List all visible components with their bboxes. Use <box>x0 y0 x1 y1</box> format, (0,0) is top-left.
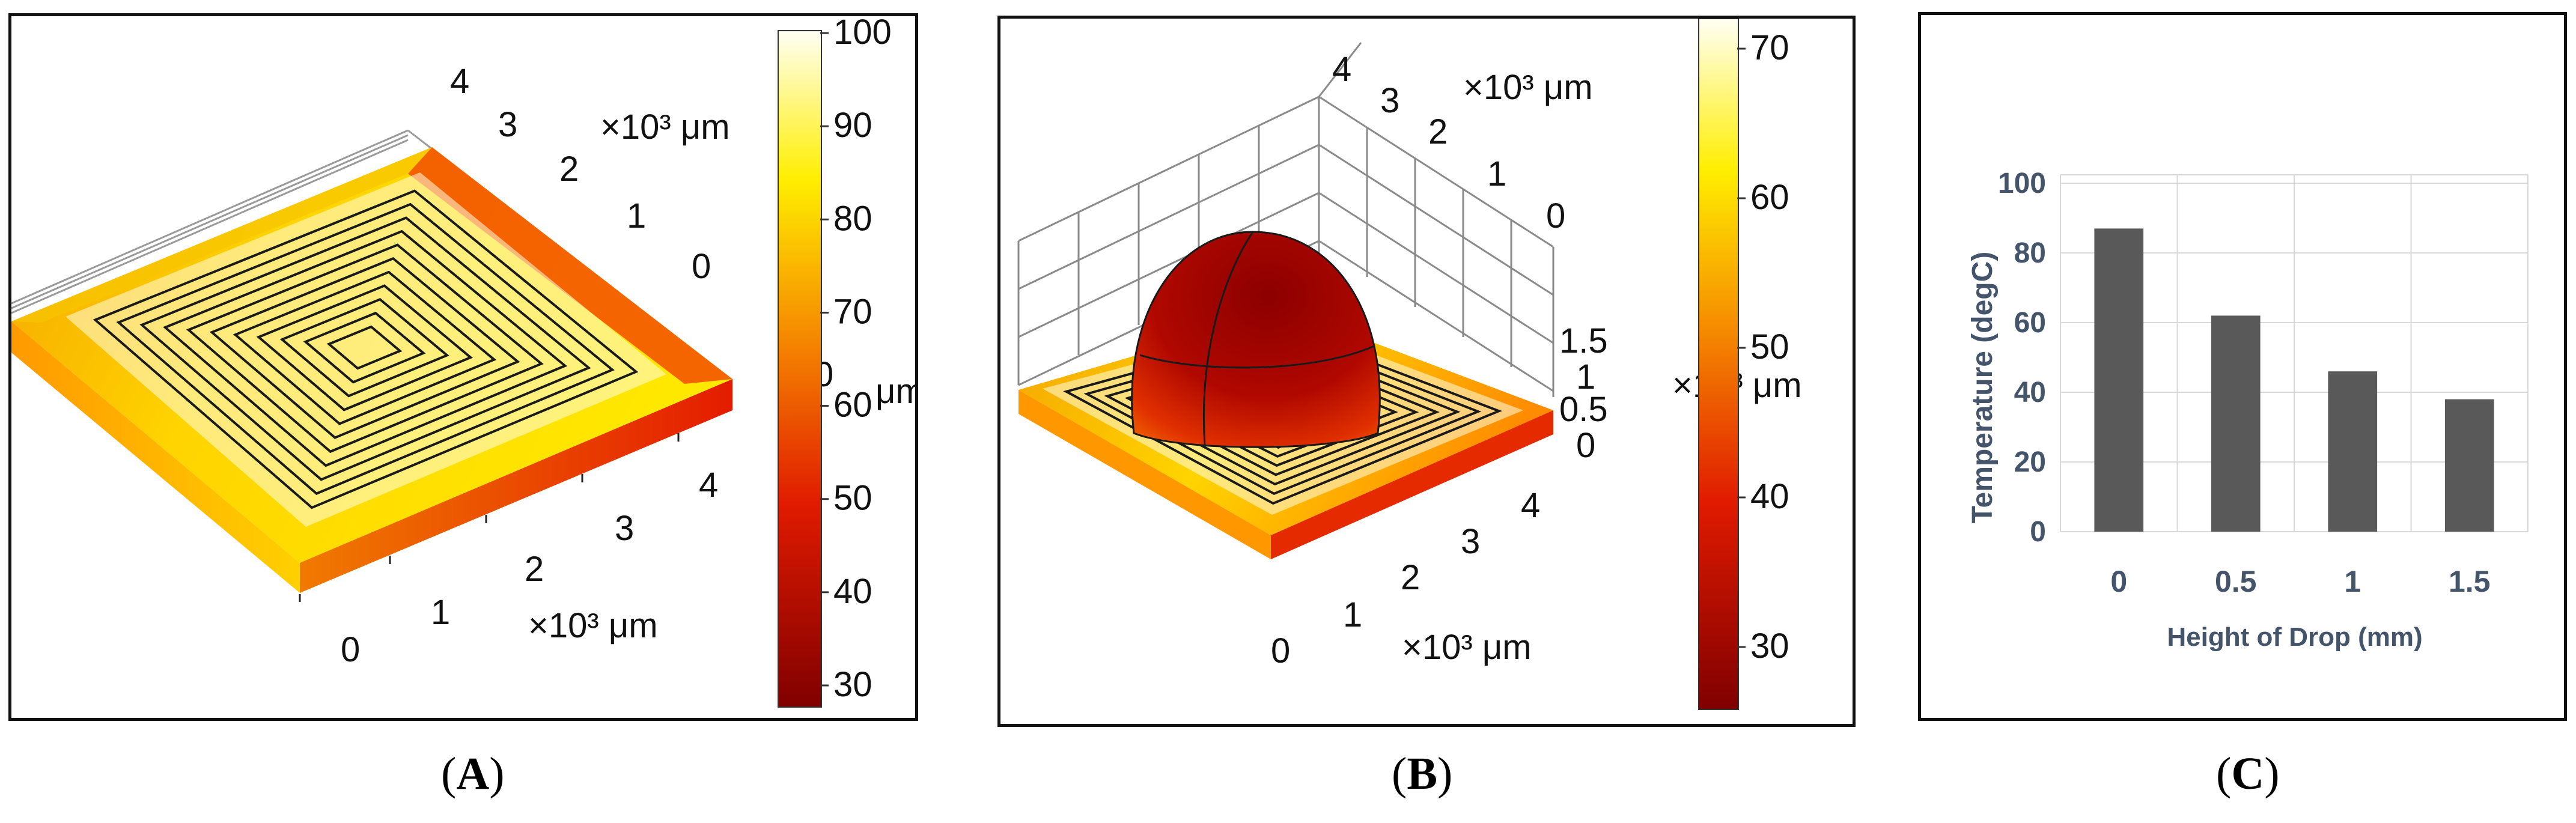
colorbar-tick-label: 70 <box>1750 28 1789 67</box>
y-tick-label: 100 <box>1998 168 2046 199</box>
colorbar-tick-label: 60 <box>833 386 872 425</box>
coil-turn <box>303 311 426 384</box>
panel-b-top-tick: 4 <box>1332 50 1351 89</box>
panel-a-colorbar <box>778 30 822 708</box>
bar-chart-y-axis-label: Temperature (degC) <box>1967 252 1999 524</box>
coil-turn <box>116 202 615 495</box>
y-tick-label: 40 <box>2014 377 2046 408</box>
panel-b-z-tick: 1 <box>1576 357 1595 396</box>
coil-turn <box>186 243 544 454</box>
panel-b-colorbar <box>1698 19 1739 710</box>
bar <box>2444 399 2494 532</box>
y-tick-label: 0 <box>2030 516 2046 548</box>
panel-b-z-tick: 0 <box>1576 426 1595 465</box>
coil-turn <box>93 189 639 509</box>
panel-b-colorbar-ticks: 70 60 50 40 30 <box>1737 28 1789 666</box>
bar-chart-y-ticks: 0 20 40 60 80 100 <box>1998 168 2046 548</box>
panel-b-bottom-axis-unit: ×10³ μm <box>1402 628 1532 667</box>
panel-a-coil <box>93 189 639 509</box>
colorbar-tick-label: 80 <box>833 199 872 238</box>
coil-turn <box>209 257 520 439</box>
colorbar-tick-label: 60 <box>1750 178 1789 217</box>
panel-a-heatmap: 4 3 2 1 0 ×10³ μm 0 1 2 3 4 ×10³ μm 0 μm… <box>8 13 918 721</box>
panel-a-top-axis-unit: ×10³ μm <box>600 108 730 147</box>
caption-c: (C) <box>2216 749 2280 799</box>
colorbar-tick-label: 40 <box>1750 477 1789 516</box>
panel-b-bottom-tick: 3 <box>1461 522 1480 561</box>
bar-chart-x-axis-label: Height of Drop (mm) <box>2167 622 2422 652</box>
caption-c-letter: C <box>2231 749 2265 799</box>
panel-b-bottom-tick: 4 <box>1521 486 1540 525</box>
panel-b-bottom-tick: 0 <box>1271 631 1290 670</box>
colorbar-tick-label: 100 <box>833 16 892 52</box>
panel-a-colorbar-ticks: 100 90 80 70 60 50 40 30 <box>820 16 892 704</box>
panel-a-top-tick: 1 <box>627 196 646 235</box>
x-tick-label: 0.5 <box>2215 565 2257 598</box>
bar-chart-x-ticks: 0 0.5 1 1.5 <box>2110 565 2490 598</box>
panel-b-droplet-dome <box>1131 231 1381 448</box>
coil-turn <box>326 325 403 370</box>
bar <box>2328 371 2378 532</box>
panel-a-bottom-tick: 0 <box>341 630 360 669</box>
panel-b-top-axis-unit: ×10³ μm <box>1463 68 1593 107</box>
panel-a-top-tick: 4 <box>450 62 469 101</box>
x-tick-label: 1 <box>2344 565 2361 598</box>
coil-turn <box>139 216 591 481</box>
panel-b-bottom-tick: 1 <box>1343 595 1362 634</box>
panel-a-bottom-tick: 4 <box>699 466 718 505</box>
panel-b-bottom-tick: 2 <box>1401 558 1420 597</box>
colorbar-tick-label: 50 <box>1750 327 1789 366</box>
colorbar-tick-label: 90 <box>833 106 872 145</box>
panel-b-top-tick: 0 <box>1546 196 1565 235</box>
colorbar-tick-label: 40 <box>833 572 872 611</box>
panel-a-bottom-tick: 2 <box>525 550 544 589</box>
coil-turn <box>163 229 568 467</box>
caption-b-letter: B <box>1407 749 1438 799</box>
panel-a-top-tick: 3 <box>498 105 517 144</box>
panel-b-top-axis: 4 3 2 1 0 ×10³ μm <box>1332 50 1593 235</box>
colorbar-tick-label: 50 <box>833 479 872 518</box>
panel-b-svg: 4 3 2 1 0 ×10³ μm 1.5 1 0.5 0 ×10³ μm 0 … <box>1017 19 1802 710</box>
panel-a-top-tick: 2 <box>559 150 579 189</box>
panel-b-z-tick: 0.5 <box>1559 390 1608 429</box>
panel-a-bottom-tick: 1 <box>431 593 450 632</box>
panel-c-svg: 0 20 40 60 80 100 0 0.5 1 1.5 Temperature (degC)… <box>1967 168 2529 652</box>
bar <box>2094 228 2144 532</box>
panel-a-edge-ticks <box>299 433 680 602</box>
caption-a-letter: A <box>456 749 490 799</box>
panel-a-svg: 4 3 2 1 0 ×10³ μm 0 1 2 3 4 ×10³ μm 0 μm… <box>11 16 915 708</box>
x-tick-label: 1.5 <box>2449 565 2491 598</box>
panel-b-bottom-axis: 0 1 2 3 4 ×10³ μm <box>1271 486 1540 670</box>
panel-a-z-unit: μm <box>875 372 915 411</box>
caption-b: (B) <box>1392 749 1453 799</box>
y-tick-label: 60 <box>2014 307 2046 339</box>
panel-a-plate <box>11 147 732 602</box>
colorbar-tick-label: 70 <box>833 292 872 331</box>
colorbar-tick-label: 30 <box>833 665 872 704</box>
panel-a-bottom-axis: 0 1 2 3 4 ×10³ μm <box>341 466 718 669</box>
colorbar-tick-label: 30 <box>1750 627 1789 666</box>
panel-b-top-tick: 3 <box>1380 81 1399 120</box>
bar <box>2211 315 2261 532</box>
coil-turn <box>256 284 473 412</box>
panel-b-grid-lines <box>1017 42 1554 397</box>
panel-a-bottom-tick: 3 <box>615 509 634 548</box>
coil-turn <box>279 298 449 398</box>
caption-a: (A) <box>441 749 505 799</box>
panel-b-top-tick: 1 <box>1487 154 1506 193</box>
coil-turn <box>233 270 497 425</box>
panel-a-bottom-axis-unit: ×10³ μm <box>528 606 658 645</box>
panel-a-top-axis: 4 3 2 1 0 ×10³ μm <box>450 62 730 286</box>
y-tick-label: 20 <box>2014 446 2046 478</box>
y-tick-label: 80 <box>2014 237 2046 269</box>
x-tick-label: 0 <box>2110 565 2127 598</box>
panel-a-top-tick: 0 <box>692 247 711 286</box>
panel-b-top-tick: 2 <box>1428 112 1448 151</box>
panel-b-heatmap: 4 3 2 1 0 ×10³ μm 1.5 1 0.5 0 ×10³ μm 0 … <box>997 16 1856 727</box>
panel-b-z-tick: 1.5 <box>1559 321 1608 360</box>
panel-c-bar-chart: 0 20 40 60 80 100 0 0.5 1 1.5 Temperature (degC)… <box>1918 12 2567 721</box>
bar-chart-bars <box>2094 228 2494 532</box>
